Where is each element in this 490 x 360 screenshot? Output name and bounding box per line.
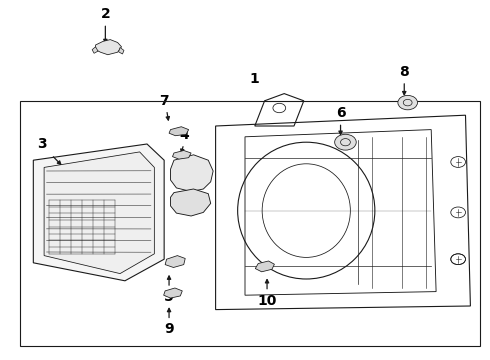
Text: 9: 9: [164, 323, 174, 336]
Text: 10: 10: [257, 294, 277, 307]
Circle shape: [335, 134, 356, 150]
Polygon shape: [169, 127, 189, 136]
Polygon shape: [33, 144, 164, 281]
Polygon shape: [164, 288, 182, 298]
Polygon shape: [171, 189, 211, 216]
Polygon shape: [171, 155, 213, 192]
Polygon shape: [172, 150, 191, 159]
Text: 6: 6: [336, 107, 345, 120]
Text: 5: 5: [164, 290, 174, 304]
Polygon shape: [96, 40, 122, 55]
Polygon shape: [119, 48, 124, 54]
Circle shape: [398, 95, 417, 110]
Text: 4: 4: [179, 128, 189, 142]
Polygon shape: [165, 256, 185, 267]
Bar: [20, 101, 480, 346]
Text: 8: 8: [399, 65, 409, 79]
Polygon shape: [44, 152, 154, 274]
Polygon shape: [92, 47, 98, 53]
Text: 2: 2: [100, 8, 110, 21]
Text: 3: 3: [37, 137, 47, 151]
Polygon shape: [255, 261, 274, 272]
Text: 1: 1: [250, 72, 260, 86]
Text: 7: 7: [159, 94, 169, 108]
